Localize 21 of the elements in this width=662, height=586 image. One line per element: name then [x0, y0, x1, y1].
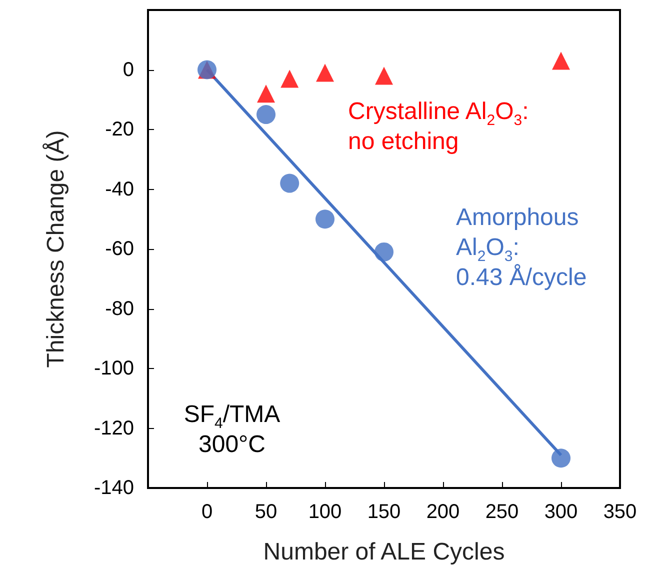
x-tick-label: 250: [485, 501, 519, 523]
x-tick-label: 0: [201, 501, 213, 523]
x-tick-label: 350: [603, 501, 637, 523]
text: Crystalline Al$_{2}$O$_{3}$: no etching: [348, 98, 529, 155]
y-tick-label: -20: [105, 118, 134, 140]
y-tick-label: -120: [94, 417, 134, 440]
annotation: Amorphous Al$_{2}$O$_{3}$: 0.43 Å/cycle: [456, 203, 587, 293]
x-tick-label: 300: [544, 501, 578, 523]
x-axis-title: Number of ALE Cycles: [263, 538, 505, 566]
x-tick-label: 50: [254, 501, 278, 523]
x-tick-label: 100: [308, 501, 342, 523]
y-tick-label: 0: [122, 58, 134, 81]
x-tick-label: 150: [367, 501, 401, 523]
y-tick-label: -80: [105, 298, 134, 320]
y-tick-label: -140: [94, 477, 134, 499]
y-tick-label: -40: [105, 178, 134, 200]
y-tick-label: -100: [94, 358, 134, 380]
annotation: SF$_{4}$/TMA 300°C: [182, 400, 282, 460]
y-axis-title: Thickness Change (Å): [42, 130, 70, 368]
x-tick-label: 200: [426, 501, 460, 523]
y-tick-label: -60: [105, 238, 134, 260]
